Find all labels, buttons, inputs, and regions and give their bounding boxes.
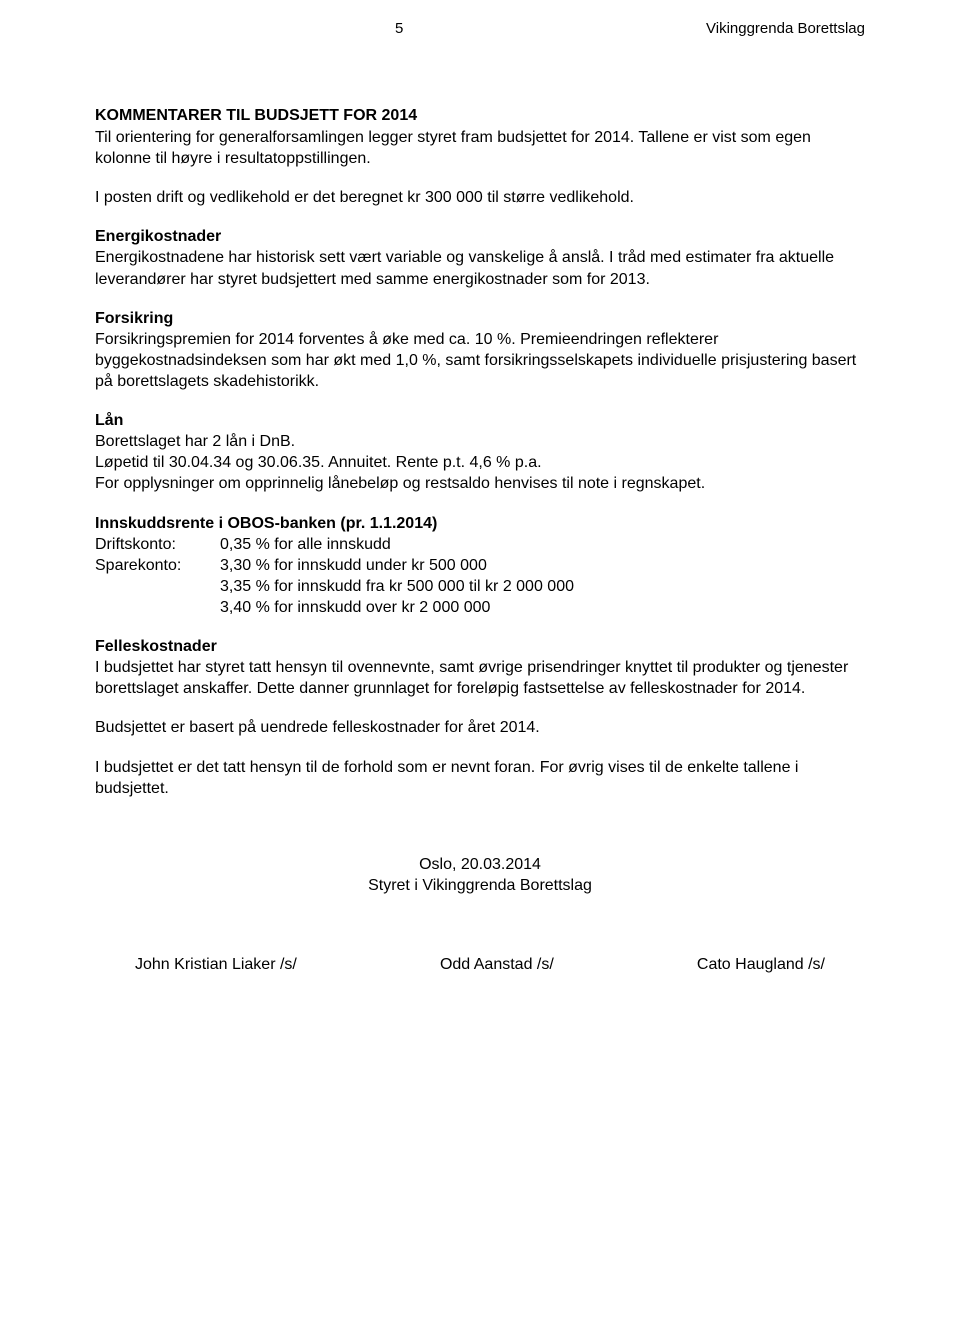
lan-line-2: Løpetid til 30.04.34 og 30.06.35. Annuit… [95, 454, 542, 471]
rate-value-2: 3,30 % for innskudd under kr 500 000 [220, 555, 865, 576]
innskudd-heading: Innskuddsrente i OBOS-banken (pr. 1.1.20… [95, 515, 437, 532]
kommentarer-paragraph-1: Til orientering for generalforsamlingen … [95, 127, 865, 169]
felles-paragraph-1: I budsjettet har styret tatt hensyn til … [95, 659, 848, 697]
forsikring-section: Forsikring Forsikringspremien for 2014 f… [95, 308, 865, 392]
forsikring-body: Forsikringspremien for 2014 forventes å … [95, 331, 856, 390]
energi-section: Energikostnader Energikostnadene har his… [95, 226, 865, 289]
signature-org: Styret i Vikinggrenda Borettslag [95, 875, 865, 896]
rate-label-driftskonto: Driftskonto: [95, 534, 220, 555]
rate-values-column: 0,35 % for alle innskudd 3,30 % for inns… [220, 534, 865, 618]
rate-table: Driftskonto: Sparekonto: 0,35 % for alle… [95, 534, 865, 618]
signatures-row: John Kristian Liaker /s/ Odd Aanstad /s/… [95, 956, 865, 974]
signature-name-1: John Kristian Liaker /s/ [135, 956, 297, 974]
document-page: 5 Vikinggrenda Borettslag KOMMENTARER TI… [0, 0, 960, 1330]
rate-value-1: 0,35 % for alle innskudd [220, 534, 865, 555]
signature-name-2: Odd Aanstad /s/ [440, 956, 554, 974]
lan-line-3: For opplysninger om opprinnelig lånebelø… [95, 475, 705, 492]
signature-place-date: Oslo, 20.03.2014 [95, 854, 865, 875]
felles-paragraph-3: I budsjettet er det tatt hensyn til de f… [95, 757, 865, 799]
page-header: 5 Vikinggrenda Borettslag [95, 20, 865, 37]
innskudd-section: Innskuddsrente i OBOS-banken (pr. 1.1.20… [95, 513, 865, 619]
signature-name-3: Cato Haugland /s/ [697, 956, 825, 974]
kommentarer-paragraph-2: I posten drift og vedlikehold er det ber… [95, 187, 865, 208]
energi-body: Energikostnadene har historisk sett vært… [95, 249, 834, 287]
felles-heading: Felleskostnader [95, 638, 217, 655]
felles-paragraph-2: Budsjettet er basert på uendrede fellesk… [95, 717, 865, 738]
lan-section: Lån Borettslaget har 2 lån i DnB. Løpeti… [95, 410, 865, 494]
page-number: 5 [395, 20, 403, 37]
forsikring-heading: Forsikring [95, 310, 173, 327]
rate-value-3: 3,35 % for innskudd fra kr 500 000 til k… [220, 576, 865, 597]
felles-section-1: Felleskostnader I budsjettet har styret … [95, 636, 865, 699]
rate-value-4: 3,40 % for innskudd over kr 2 000 000 [220, 597, 865, 618]
rate-labels-column: Driftskonto: Sparekonto: [95, 534, 220, 618]
energi-heading: Energikostnader [95, 228, 221, 245]
rate-label-sparekonto: Sparekonto: [95, 555, 220, 576]
lan-heading: Lån [95, 412, 123, 429]
signature-block: Oslo, 20.03.2014 Styret i Vikinggrenda B… [95, 854, 865, 896]
lan-line-1: Borettslaget har 2 lån i DnB. [95, 433, 295, 450]
header-title: Vikinggrenda Borettslag [706, 20, 865, 37]
kommentarer-heading: KOMMENTARER TIL BUDSJETT FOR 2014 [95, 107, 865, 125]
